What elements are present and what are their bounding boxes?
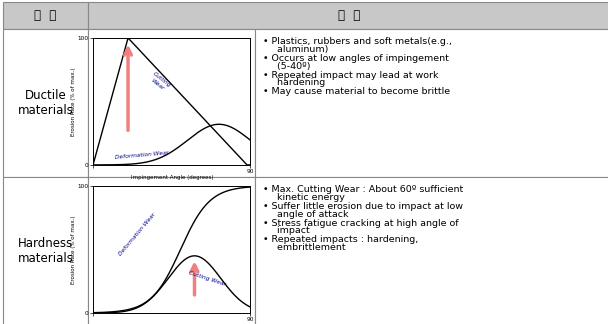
Bar [88,177,255,324]
Text: kinetic energy: kinetic energy [268,193,344,202]
Bar [255,177,608,324]
Bar [3,29,88,177]
Text: • Stress fatigue cracking at high angle of: • Stress fatigue cracking at high angle … [263,219,458,228]
Text: aluminum): aluminum) [268,45,328,54]
Text: Deformation Wear: Deformation Wear [117,212,156,257]
Text: (5-40º): (5-40º) [268,62,310,71]
Bar [3,2,88,29]
Text: • Max. Cutting Wear : About 60º sufficient: • Max. Cutting Wear : About 60º sufficie… [263,185,463,194]
Text: Deformation Wear: Deformation Wear [115,150,169,160]
Text: • Repeated impacts : hardening,: • Repeated impacts : hardening, [263,235,418,244]
Text: • Repeated impact may lead at work: • Repeated impact may lead at work [263,71,438,80]
Y-axis label: Erosion Rate (% of max.): Erosion Rate (% of max.) [71,215,77,284]
Text: Hardness
materials: Hardness materials [18,237,74,265]
Text: impact: impact [268,226,309,235]
Text: angle of attack: angle of attack [268,210,348,219]
Bar [255,29,608,177]
Text: 내  용: 내 용 [339,9,361,22]
Text: • May cause material to become brittle: • May cause material to become brittle [263,87,450,96]
Text: Cutting Wear: Cutting Wear [187,270,226,287]
X-axis label: Impingement Angle (degrees): Impingement Angle (degrees) [131,176,213,180]
Text: • Occurs at low angles of impingement: • Occurs at low angles of impingement [263,54,449,63]
Text: • Plastics, rubbers and soft metals(e.g.,: • Plastics, rubbers and soft metals(e.g.… [263,37,452,46]
Bar [3,177,88,324]
Text: hardening: hardening [268,78,325,87]
Text: embrittlement: embrittlement [268,243,345,252]
Bar [88,2,608,29]
Y-axis label: Erosion Rate (% of max.): Erosion Rate (% of max.) [71,67,77,136]
Text: Ductile
materials: Ductile materials [18,89,74,117]
Bar [88,29,255,177]
Text: Cutting
Wear: Cutting Wear [148,72,171,93]
Text: 구  분: 구 분 [35,9,57,22]
Text: • Suffer little erosion due to impact at low: • Suffer little erosion due to impact at… [263,202,463,211]
